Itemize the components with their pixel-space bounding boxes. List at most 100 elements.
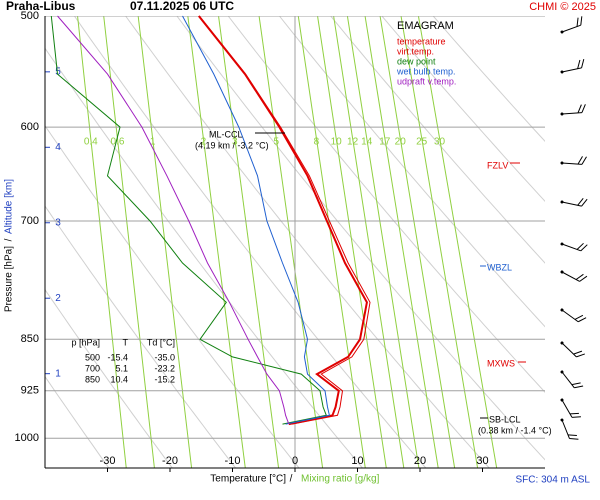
- x-axis-label-2: Mixing ratio [g/kg]: [301, 474, 380, 485]
- mixing-ratio-label: 3: [232, 137, 238, 148]
- x-axis-separator: /: [290, 474, 293, 485]
- barb-flag: [571, 382, 581, 386]
- y-tick-label: 1000: [15, 432, 39, 444]
- annotation: WBZL: [487, 262, 512, 272]
- legend-entry: udpraft v.temp.: [397, 76, 456, 86]
- chart-subtitle: 07.11.2025 06 UTC: [130, 0, 234, 13]
- footer: SFC: 304 m ASL: [516, 475, 591, 486]
- table-cell: 850: [85, 374, 100, 384]
- dry-adiabat: [432, 16, 545, 142]
- annotation: (0.38 km / -1.4 °C): [478, 425, 552, 435]
- barb-dot: [560, 30, 564, 34]
- barb-staff: [561, 24, 581, 33]
- barb-flag: [569, 438, 579, 440]
- wind-barb: [560, 156, 587, 165]
- annotation: ML-CCL: [209, 129, 243, 139]
- table-cell: 700: [85, 363, 100, 373]
- table-cell: 500: [85, 352, 100, 362]
- barb-dot: [560, 200, 564, 204]
- barb-flag: [571, 416, 581, 418]
- dry-adiabat: [45, 375, 110, 468]
- mixing-ratio-line: [103, 16, 155, 468]
- dry-adiabat: [45, 205, 236, 468]
- barb-dot: [560, 418, 564, 422]
- barb-dot: [560, 398, 564, 402]
- mixing-ratio-label: 0.6: [111, 137, 125, 148]
- dry-adiabat: [73, 16, 427, 468]
- barb-dot: [560, 242, 564, 246]
- dry-adiabat: [125, 16, 490, 468]
- mixing-ratio-label: 12: [347, 137, 359, 148]
- table-cell: -35.0: [154, 352, 175, 362]
- table-header: p [hPa]: [71, 337, 100, 347]
- x-tick-label: 20: [414, 455, 426, 467]
- table-header: Td [°C]: [147, 337, 175, 347]
- barb-staff: [561, 162, 582, 165]
- barb-staff: [561, 201, 582, 207]
- mixing-ratio-line: [400, 16, 479, 468]
- mixing-ratio-label: 14: [361, 137, 373, 148]
- x-tick-label: -10: [225, 455, 241, 467]
- legend-entry: wet bulb temp.: [396, 66, 456, 76]
- barb-dot: [560, 308, 564, 312]
- barb-staff: [561, 112, 582, 115]
- barb-flag: [577, 156, 583, 165]
- wind-barb: [560, 418, 579, 440]
- dry-adiabat: [227, 16, 545, 393]
- table-cell: -15.4: [107, 352, 128, 362]
- barb-flag: [567, 434, 577, 437]
- mixing-ratio-label: 10: [331, 137, 343, 148]
- barb-flag: [581, 104, 586, 113]
- mixing-ratio-label: 20: [395, 137, 407, 148]
- barb-staff: [561, 67, 582, 73]
- y-tick-label: 925: [21, 385, 39, 397]
- wind-barb: [560, 198, 588, 207]
- y-tick-label: 850: [21, 333, 39, 345]
- mixing-ratio-label: 2: [201, 137, 207, 148]
- dry-adiabat: [176, 16, 545, 461]
- annotation: FZLV: [487, 160, 508, 170]
- barb-staff: [561, 419, 570, 439]
- mixing-ratio-line: [77, 16, 127, 468]
- y-tick-label: 500: [21, 10, 39, 22]
- dry-adiabat: [45, 124, 300, 468]
- profile-line: [199, 15, 371, 425]
- barb-flag: [581, 59, 585, 68]
- barb-flag: [576, 353, 585, 358]
- mixing-ratio-line: [417, 16, 498, 468]
- wind-barb: [560, 104, 586, 116]
- profile-line: [198, 15, 368, 426]
- barb-dot: [560, 341, 564, 345]
- barb-dot: [560, 370, 564, 374]
- wind-barb: [560, 308, 587, 323]
- barb-flag: [574, 385, 584, 389]
- mixing-ratio-label: 30: [434, 137, 446, 148]
- chart-title: Praha-Libus: [6, 0, 76, 13]
- y-axis-separator: /: [4, 238, 15, 241]
- mixing-ratio-line: [137, 16, 193, 468]
- table-cell: -15.2: [154, 374, 175, 384]
- wind-barb: [560, 270, 588, 282]
- wind-barb: [560, 242, 588, 252]
- mixing-ratio-line: [258, 16, 324, 468]
- wind-barb: [560, 398, 581, 418]
- barb-staff: [561, 342, 577, 358]
- mixing-ratio-line: [187, 16, 246, 468]
- barb-staff: [561, 309, 579, 323]
- barb-flag: [577, 198, 584, 206]
- barb-flag: [575, 273, 584, 280]
- barb-flag: [581, 156, 587, 165]
- y-tick-label: 700: [21, 215, 39, 227]
- barb-flag: [580, 16, 583, 26]
- wind-barb: [560, 16, 583, 34]
- profile-line: [50, 15, 327, 425]
- mixing-ratio-line: [333, 16, 405, 468]
- profile-line: [57, 15, 290, 425]
- legend-entry: dew point: [397, 56, 436, 66]
- dry-adiabat: [279, 16, 545, 328]
- mixing-ratio-line: [364, 16, 439, 468]
- barb-flag: [576, 242, 584, 250]
- table-header: T: [123, 337, 129, 347]
- dry-adiabat: [45, 288, 173, 468]
- barb-flag: [577, 317, 587, 323]
